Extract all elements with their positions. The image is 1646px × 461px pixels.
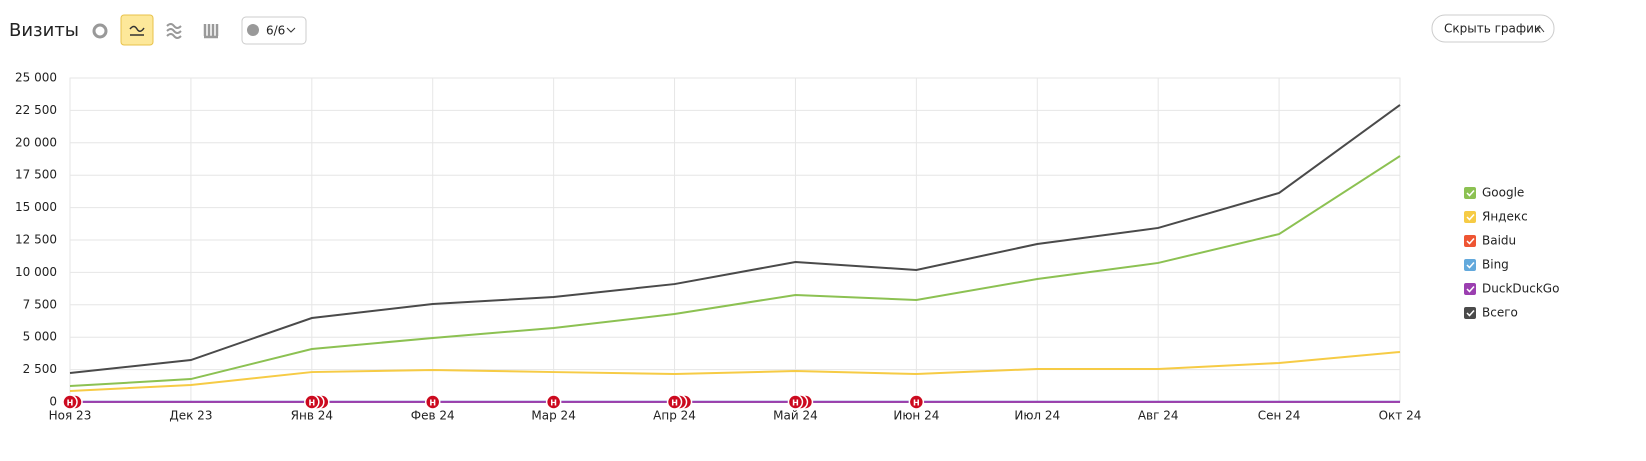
- legend-label: Bing: [1482, 258, 1509, 272]
- legend-check: [1466, 285, 1475, 293]
- annotation-label: Н: [308, 399, 315, 408]
- x-tick-label: Апр 24: [653, 409, 696, 423]
- legend-label: Google: [1482, 186, 1524, 200]
- x-tick-label: Ноя 23: [49, 409, 92, 423]
- legend-label: Яндекс: [1482, 210, 1528, 224]
- y-tick-label: 22 500: [15, 103, 57, 117]
- legend-checkbox: [1464, 283, 1476, 295]
- y-tick-label: 12 500: [15, 233, 57, 247]
- legend-item[interactable]: Baidu: [1464, 234, 1516, 248]
- annotation-label: Н: [429, 399, 436, 408]
- x-tick-label: Май 24: [773, 409, 818, 423]
- y-tick-label: 0: [49, 395, 57, 409]
- x-tick-label: Июн 24: [893, 409, 939, 423]
- annotation-dot: [787, 394, 804, 410]
- y-tick-label: 20 000: [15, 135, 57, 149]
- annotation-label: Н: [913, 399, 920, 408]
- legend-item[interactable]: DuckDuckGo: [1464, 282, 1559, 296]
- y-tick-label: 5 000: [23, 330, 57, 344]
- x-tick-label: Янв 24: [291, 409, 333, 423]
- x-tick-label: Сен 24: [1258, 409, 1301, 423]
- annotation-marker[interactable]: Н: [666, 394, 693, 410]
- legend-check: [1466, 189, 1475, 197]
- legend-checkbox: [1464, 259, 1476, 271]
- legend-check: [1466, 309, 1475, 317]
- annotation-marker[interactable]: Н: [787, 394, 814, 410]
- annotation-dot: [62, 394, 78, 410]
- annotation-dot: [424, 394, 441, 410]
- y-tick-label: 17 500: [15, 168, 57, 182]
- legend-checkbox: [1464, 235, 1476, 247]
- legend-item[interactable]: Bing: [1464, 258, 1509, 272]
- y-tick-label: 15 000: [15, 200, 57, 214]
- legend-check: [1466, 261, 1475, 269]
- legend-label: Всего: [1482, 306, 1518, 320]
- legend-checkbox: [1464, 187, 1476, 199]
- page-title: Визиты: [9, 20, 79, 41]
- hide-chart-label: Скрыть график: [1444, 22, 1541, 36]
- annotation-label: Н: [671, 399, 678, 408]
- annotation-marker[interactable]: Н: [424, 394, 441, 410]
- series-line: [69, 155, 1401, 388]
- filter-label: 6/6: [266, 24, 285, 38]
- x-tick-label: Июл 24: [1014, 409, 1060, 423]
- annotation-label: Н: [792, 399, 799, 408]
- annotation-marker[interactable]: Н: [62, 394, 83, 410]
- x-tick-label: Окт 24: [1379, 409, 1422, 423]
- filter-button[interactable]: 6/6: [241, 16, 307, 45]
- hide-chart-button[interactable]: Скрыть график: [1431, 14, 1555, 43]
- annotation-marker[interactable]: Н: [304, 394, 330, 410]
- annotation-marker[interactable]: Н: [545, 394, 562, 410]
- legend-label: DuckDuckGo: [1482, 282, 1559, 296]
- annotation-dot: [908, 394, 925, 410]
- legend-item[interactable]: Всего: [1464, 306, 1518, 320]
- x-tick-label: Фев 24: [411, 409, 455, 423]
- legend-check: [1466, 237, 1475, 245]
- annotation-label: Н: [550, 399, 557, 408]
- legend-item[interactable]: Google: [1464, 186, 1524, 200]
- bar-view-button[interactable]: [203, 24, 219, 39]
- x-tick-label: Авг 24: [1138, 409, 1179, 423]
- y-tick-label: 2 500: [23, 362, 57, 376]
- annotation-dot: [304, 394, 320, 410]
- x-tick-label: Дек 23: [169, 409, 212, 423]
- legend-checkbox: [1464, 211, 1476, 223]
- y-tick-label: 10 000: [15, 265, 57, 279]
- legend-item[interactable]: Яндекс: [1464, 210, 1528, 224]
- series-line: [69, 104, 1401, 374]
- y-tick-label: 25 000: [15, 71, 57, 85]
- annotation-dot: [666, 394, 683, 410]
- annotation-marker[interactable]: Н: [908, 394, 925, 410]
- series-line: [69, 350, 1401, 392]
- annotation-label: Н: [67, 399, 74, 408]
- legend-label: Baidu: [1482, 234, 1516, 248]
- line-view-button[interactable]: [120, 14, 154, 46]
- pie-view-button[interactable]: [92, 23, 108, 39]
- y-tick-label: 7 500: [23, 297, 57, 311]
- annotation-dot: [545, 394, 562, 410]
- legend-check: [1466, 213, 1475, 221]
- x-tick-label: Мар 24: [531, 409, 575, 423]
- area-view-button[interactable]: [166, 23, 182, 39]
- legend-checkbox: [1464, 307, 1476, 319]
